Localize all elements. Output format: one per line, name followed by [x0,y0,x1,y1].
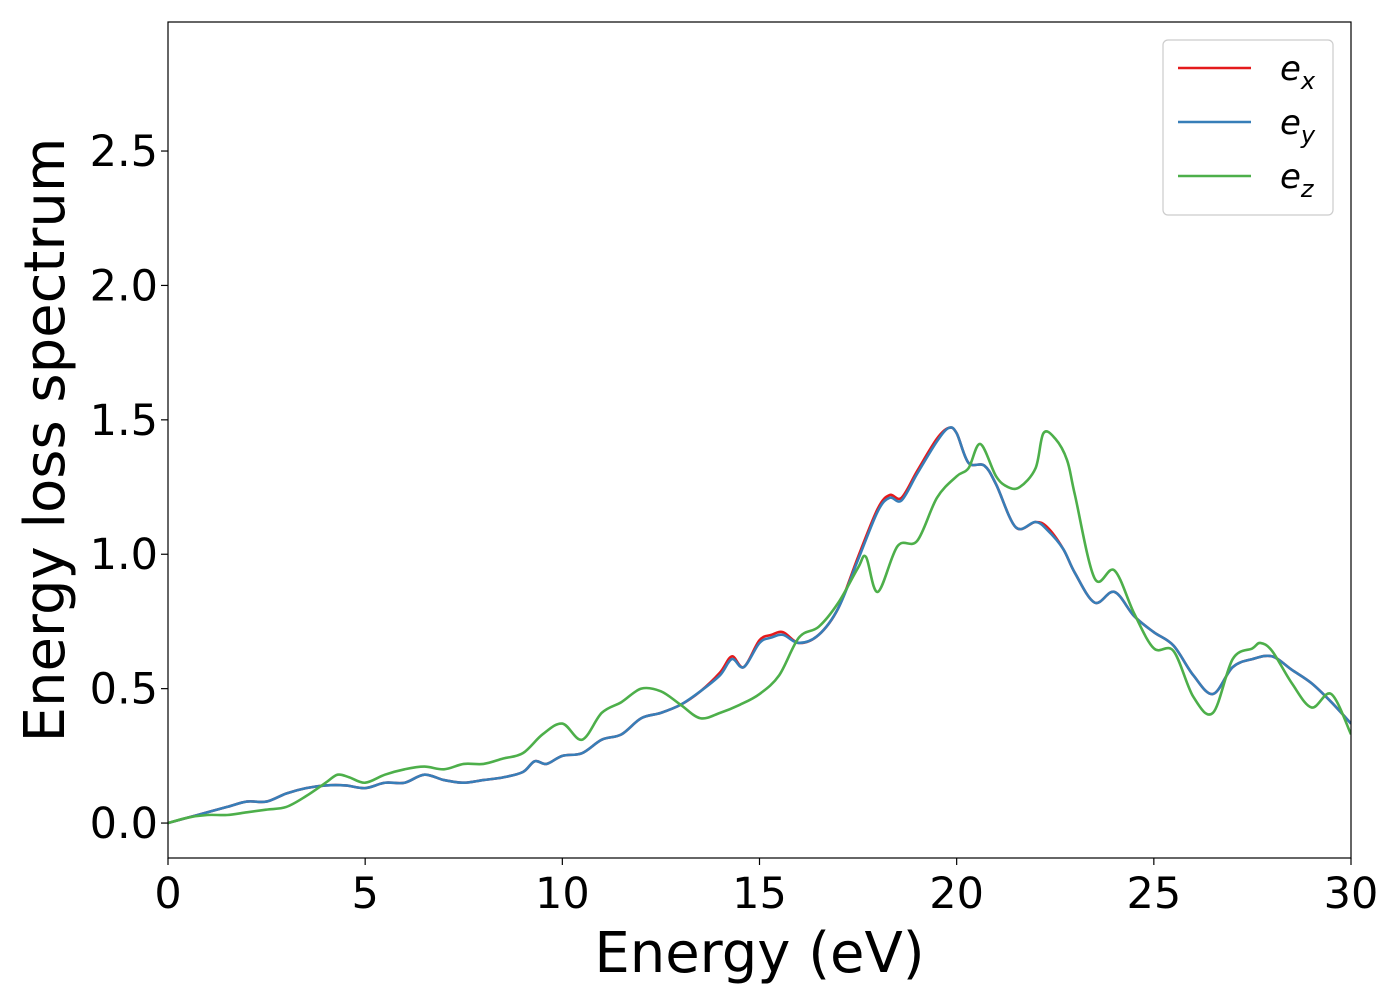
x-axis: 0 5 10 15 20 25 30 [154,858,1378,919]
legend-label-z: ez [1280,157,1315,203]
series-line-x [168,426,1351,825]
x-tick-label: 5 [351,869,378,919]
x-tick-label: 30 [1324,869,1379,919]
legend-label-x: ex [1280,49,1316,95]
y-tick-label: 2.0 [90,261,158,311]
y-tick-label: 0.5 [90,665,158,715]
y-tick-label: 2.5 [90,127,158,177]
legend-box [1162,39,1334,216]
x-tick-label: 0 [154,869,181,919]
series-line-z [168,430,1351,825]
y-axis-label: Energy loss spectrum [13,138,78,743]
legend: ex ey ez [1162,39,1334,216]
y-axis: 0.0 0.5 1.0 1.5 2.0 2.5 [90,127,168,849]
x-axis-label: Energy (eV) [594,921,924,986]
x-tick-label: 10 [535,869,590,919]
legend-label-y: ey [1280,103,1316,149]
x-tick-label: 15 [732,869,787,919]
x-tick-label: 20 [929,869,984,919]
x-tick-label: 25 [1126,869,1181,919]
y-tick-label: 1.5 [90,396,158,446]
y-tick-label: 1.0 [90,530,158,580]
series-lines [168,426,1351,825]
series-line-y [168,426,1351,825]
y-tick-label: 0.0 [90,799,158,849]
